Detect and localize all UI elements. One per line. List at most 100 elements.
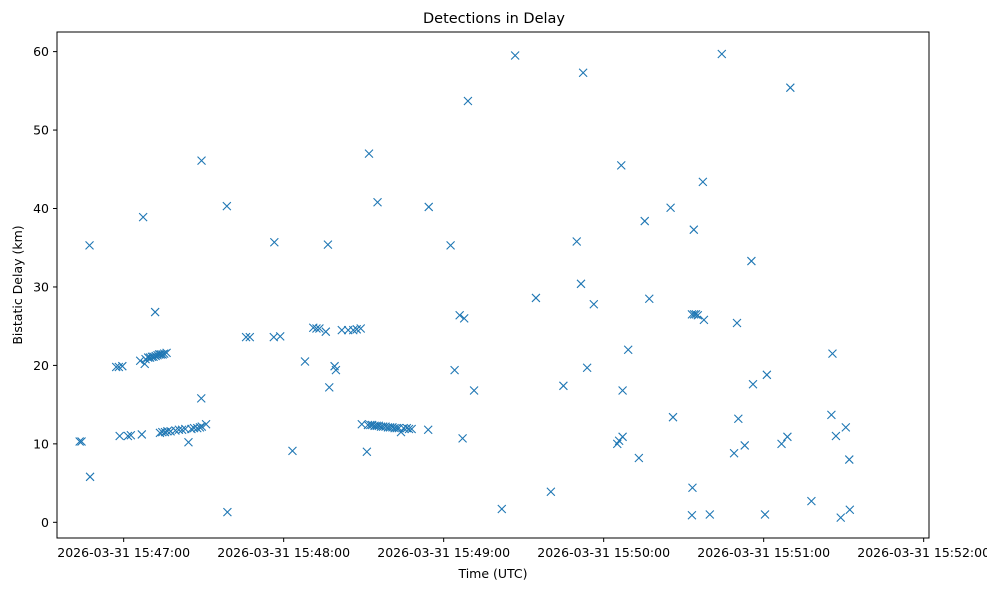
data-point [733, 414, 743, 424]
data-point [458, 433, 467, 443]
data-point [446, 240, 455, 250]
data-point [845, 505, 855, 515]
data-point [783, 432, 792, 442]
data-point [777, 439, 786, 449]
data-point [748, 379, 758, 389]
y-axis-label: Bistatic Delay (km) [10, 225, 25, 344]
data-point [576, 279, 586, 289]
y-tick-label: 60 [33, 44, 49, 59]
data-point [223, 507, 232, 517]
data-point [269, 237, 279, 247]
data-markers [75, 49, 855, 522]
x-tick-label: 2026-03-31 15:50:00 [537, 545, 670, 560]
data-point [828, 349, 837, 359]
data-point [115, 431, 125, 441]
data-point [717, 49, 727, 59]
x-tick-label: 2026-03-31 15:48:00 [217, 545, 350, 560]
data-point [404, 424, 414, 434]
data-point [348, 325, 358, 335]
data-point [644, 294, 654, 304]
data-point [315, 324, 324, 333]
y-tick-label: 0 [41, 515, 49, 530]
data-point [364, 149, 374, 158]
data-point [147, 352, 157, 362]
data-point [300, 357, 310, 366]
data-point [634, 453, 644, 463]
data-point [331, 365, 341, 375]
data-point [698, 177, 708, 187]
data-point [143, 353, 153, 362]
data-point [760, 510, 770, 519]
data-point [137, 430, 147, 439]
data-point [114, 362, 124, 372]
data-point [135, 356, 145, 366]
data-point [201, 419, 211, 429]
data-point [241, 332, 251, 342]
data-point [582, 363, 592, 373]
data-point [640, 216, 650, 226]
data-point [373, 197, 382, 207]
data-point [687, 510, 697, 520]
data-point [399, 423, 409, 433]
data-point [145, 353, 155, 362]
data-point [689, 310, 699, 319]
data-point [356, 324, 366, 333]
chart-title: Detections in Delay [423, 11, 565, 27]
data-point [195, 422, 205, 432]
data-point [288, 446, 297, 456]
data-point [623, 345, 633, 355]
data-point [831, 431, 841, 441]
data-point [699, 315, 709, 325]
data-point [337, 325, 347, 335]
x-axis-label: Time (UTC) [457, 566, 527, 581]
data-point [578, 68, 588, 78]
data-point [177, 425, 187, 435]
data-point [376, 422, 386, 431]
data-point [180, 424, 190, 434]
data-point [396, 427, 406, 437]
data-point [546, 487, 556, 497]
y-tick-label: 10 [33, 436, 49, 451]
y-tick-label: 20 [33, 358, 49, 373]
data-point [117, 361, 127, 371]
data-point [275, 331, 285, 341]
data-point [123, 431, 133, 441]
data-point [729, 448, 739, 458]
data-point [740, 441, 750, 450]
data-point [126, 430, 136, 440]
data-point [77, 437, 86, 446]
data-point [807, 496, 816, 506]
data-point [196, 393, 206, 403]
data-point [197, 422, 207, 431]
data-point [75, 437, 85, 446]
data-point [455, 310, 465, 320]
data-point [463, 96, 473, 106]
data-point [616, 160, 626, 170]
data-point [785, 83, 795, 93]
data-point [668, 412, 678, 422]
data-point [159, 349, 169, 359]
data-point [222, 201, 232, 211]
data-point [312, 324, 321, 333]
data-point [705, 510, 715, 519]
x-tick-label: 2026-03-31 15:52:00 [857, 545, 987, 560]
data-point [666, 203, 675, 213]
data-point [150, 307, 160, 317]
data-point [459, 313, 469, 323]
data-point [85, 472, 95, 482]
data-point [732, 318, 742, 328]
data-point [844, 455, 854, 464]
y-axis: 0 10 20 30 40 50 60 [33, 44, 57, 530]
data-point [589, 299, 599, 309]
x-axis: 2026-03-31 15:47:00 2026-03-31 15:48:00 20… [57, 538, 987, 560]
data-point [618, 386, 627, 395]
plot-area-frame [56, 31, 930, 539]
data-point [559, 381, 568, 391]
data-point [321, 327, 331, 337]
data-point [162, 348, 171, 358]
data-point [618, 432, 627, 442]
data-point [688, 483, 697, 493]
data-point [424, 202, 434, 212]
data-point [693, 310, 703, 320]
